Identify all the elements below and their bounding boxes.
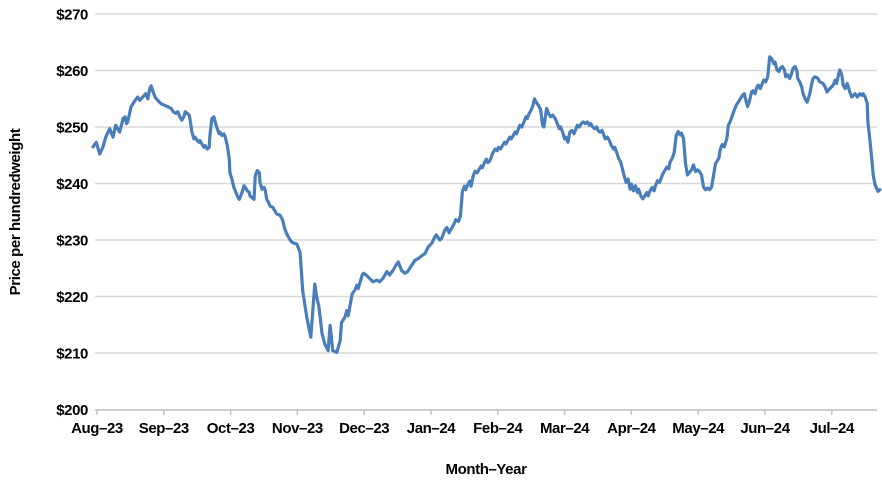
y-tick-label: $220 bbox=[56, 289, 88, 306]
y-tick-label: $240 bbox=[56, 176, 88, 193]
x-tick-label: Nov–23 bbox=[272, 420, 323, 437]
price-series-line bbox=[91, 55, 882, 354]
x-tick-label: Feb–24 bbox=[473, 420, 523, 437]
x-axis-title: Month–Year bbox=[445, 461, 527, 478]
y-tick-label: $250 bbox=[56, 120, 88, 137]
x-axis-tick-labels: Aug–23 Sep–23 Oct–23 Nov–23 Dec–23 Jan–24 Feb–… bbox=[71, 420, 855, 437]
x-tick-label: Dec–23 bbox=[339, 420, 389, 437]
y-tick-label: $230 bbox=[56, 233, 88, 250]
x-tick-label: Aug–23 bbox=[71, 420, 123, 437]
x-tick-label: Oct–23 bbox=[207, 420, 255, 437]
x-tick-label: Jul–24 bbox=[810, 420, 855, 437]
x-tick-label: Apr–24 bbox=[607, 420, 657, 437]
x-tick-label: May–24 bbox=[672, 420, 725, 437]
y-tick-label: $200 bbox=[56, 402, 88, 419]
gridlines bbox=[95, 13, 877, 354]
x-axis-line bbox=[95, 409, 877, 415]
x-tick-label: Sep–23 bbox=[139, 420, 189, 437]
x-tick-label: Mar–24 bbox=[540, 420, 590, 437]
y-tick-label: $260 bbox=[56, 63, 88, 80]
x-tick-label: Jun–24 bbox=[740, 420, 790, 437]
x-tick-label: Jan–24 bbox=[407, 420, 457, 437]
y-tick-label: $270 bbox=[56, 7, 88, 24]
y-axis-tick-labels: $200 $210 $220 $230 $240 $250 $260 $270 bbox=[56, 7, 88, 420]
y-axis-title: Price per hundredweight bbox=[7, 128, 24, 296]
y-tick-label: $210 bbox=[56, 346, 88, 363]
